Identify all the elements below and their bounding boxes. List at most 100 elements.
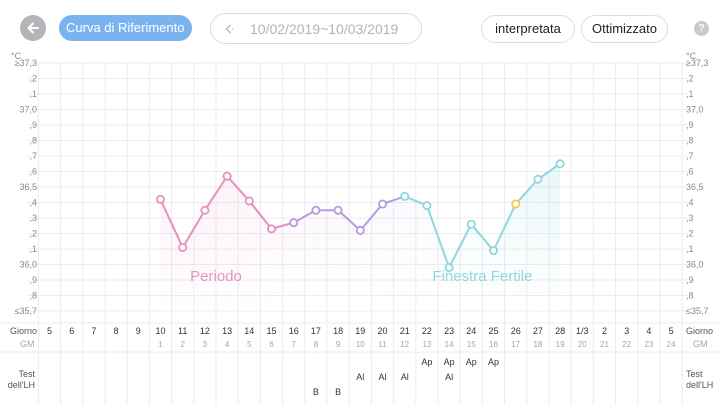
y-tick-left: ,6 — [29, 167, 37, 177]
temperature-point[interactable] — [488, 246, 498, 256]
temperature-point[interactable] — [466, 219, 476, 229]
temperature-point[interactable] — [400, 191, 410, 201]
y-tick-right: 37,0 — [686, 105, 704, 115]
y-tick-left: 37,0 — [19, 105, 37, 115]
temperature-point[interactable] — [311, 205, 321, 215]
y-tick-left: ,9 — [29, 275, 37, 285]
lh-row-label-left: Test — [18, 369, 35, 379]
lh-test-result[interactable]: Ap — [466, 357, 477, 367]
temperature-line-segment — [514, 178, 539, 206]
temperature-point[interactable] — [178, 242, 188, 252]
y-tick-right: ,9 — [686, 120, 694, 130]
y-tick-right: ,7 — [686, 151, 694, 161]
temperature-line-segment — [226, 175, 251, 202]
temperature-point[interactable] — [555, 159, 565, 169]
cycle-day-label: 7 — [291, 340, 296, 349]
y-tick-right: ,1 — [686, 244, 694, 254]
day-label: 25 — [488, 326, 498, 336]
cycle-day-label: 8 — [314, 340, 319, 349]
cycle-day-label: 12 — [400, 340, 409, 349]
temperature-line-segment — [248, 199, 273, 230]
date-range-selector[interactable]: 10/02/2019~10/03/2019 — [210, 13, 422, 44]
cycle-day-label: 24 — [667, 340, 676, 349]
temperature-point[interactable] — [511, 199, 521, 209]
day-label: 2 — [602, 326, 607, 336]
cycle-day-label: 1 — [158, 340, 163, 349]
day-label: 9 — [136, 326, 141, 336]
y-tick-right: ,4 — [686, 198, 694, 208]
y-tick-right: ,6 — [686, 167, 694, 177]
temperature-point[interactable] — [333, 205, 343, 215]
y-tick-left: 36,0 — [19, 260, 37, 270]
lh-test-result[interactable]: Al — [445, 372, 453, 382]
lh-test-result[interactable]: Ap — [444, 357, 455, 367]
cycle-day-label: 21 — [600, 340, 609, 349]
temperature-area — [160, 163, 561, 311]
y-tick-left: ,2 — [29, 229, 37, 239]
lh-test-result[interactable]: Al — [378, 372, 386, 382]
day-label: 4 — [646, 326, 651, 336]
temperature-line-segment — [425, 204, 451, 269]
y-tick-left: ,9 — [29, 120, 37, 130]
y-tick-right: ,8 — [686, 136, 694, 146]
temperature-point[interactable] — [377, 199, 387, 209]
y-tick-right: 36,5 — [686, 182, 704, 192]
day-label: 6 — [69, 326, 74, 336]
day-label: 8 — [114, 326, 119, 336]
day-label: 21 — [400, 326, 410, 336]
cycle-day-label: 16 — [489, 340, 498, 349]
y-unit-left: °C — [11, 51, 22, 61]
temperature-line-segment — [159, 198, 184, 249]
y-tick-left: ,1 — [29, 89, 37, 99]
day-row-label-left: Giorno — [10, 326, 37, 336]
interpreted-toggle[interactable]: interpretata — [481, 15, 575, 43]
lh-test-result[interactable]: Al — [401, 372, 409, 382]
help-icon[interactable]: ? — [694, 21, 709, 36]
temperature-line-segment — [448, 223, 473, 269]
temperature-point[interactable] — [155, 194, 165, 204]
temperature-point[interactable] — [289, 218, 299, 228]
cycle-day-label: 11 — [378, 340, 387, 349]
day-label: 27 — [533, 326, 543, 336]
lh-test-result[interactable]: Al — [356, 372, 364, 382]
y-tick-right: ,8 — [686, 291, 694, 301]
temperature-point[interactable] — [355, 225, 365, 235]
lh-test-result[interactable]: Ap — [421, 357, 432, 367]
y-tick-left: ,1 — [29, 244, 37, 254]
temperature-point[interactable] — [244, 196, 254, 206]
y-unit-right: °C — [686, 51, 697, 61]
y-tick-left: ≥37,3 — [15, 58, 37, 68]
reference-curve-button[interactable]: Curva di Riferimento — [59, 15, 192, 41]
temperature-point[interactable] — [200, 205, 210, 215]
y-tick-left: ,8 — [29, 136, 37, 146]
temperature-line-segment — [359, 203, 384, 232]
day-label: 1/3 — [576, 326, 589, 336]
back-button[interactable] — [20, 15, 46, 41]
day-label: 11 — [178, 326, 187, 336]
cycle-day-label: 5 — [247, 340, 252, 349]
lh-test-result[interactable]: B — [313, 387, 319, 397]
chevron-left-icon[interactable] — [220, 20, 238, 38]
y-tick-right: ≤35,7 — [686, 306, 708, 316]
day-label: 13 — [222, 326, 232, 336]
optimized-toggle[interactable]: Ottimizzato — [581, 15, 668, 43]
lh-row-label-right-2: dell'LH — [686, 380, 713, 390]
day-label: 12 — [200, 326, 210, 336]
temperature-point[interactable] — [422, 201, 432, 211]
day-label: 20 — [377, 326, 387, 336]
day-label: 3 — [624, 326, 629, 336]
date-range-text: 10/02/2019~10/03/2019 — [250, 20, 399, 37]
cycle-day-label: 10 — [356, 340, 365, 349]
y-tick-right: ≥37,3 — [686, 58, 708, 68]
lh-test-result[interactable]: Ap — [488, 357, 499, 367]
temperature-point[interactable] — [222, 171, 232, 181]
day-label: 10 — [155, 326, 165, 336]
day-label: 23 — [444, 326, 454, 336]
temperature-point[interactable] — [444, 263, 454, 273]
lh-test-result[interactable]: B — [335, 387, 341, 397]
temperature-point[interactable] — [266, 224, 276, 234]
temperature-line-segment — [203, 175, 229, 212]
temperature-point[interactable] — [533, 174, 543, 184]
day-label: 5 — [47, 326, 52, 336]
